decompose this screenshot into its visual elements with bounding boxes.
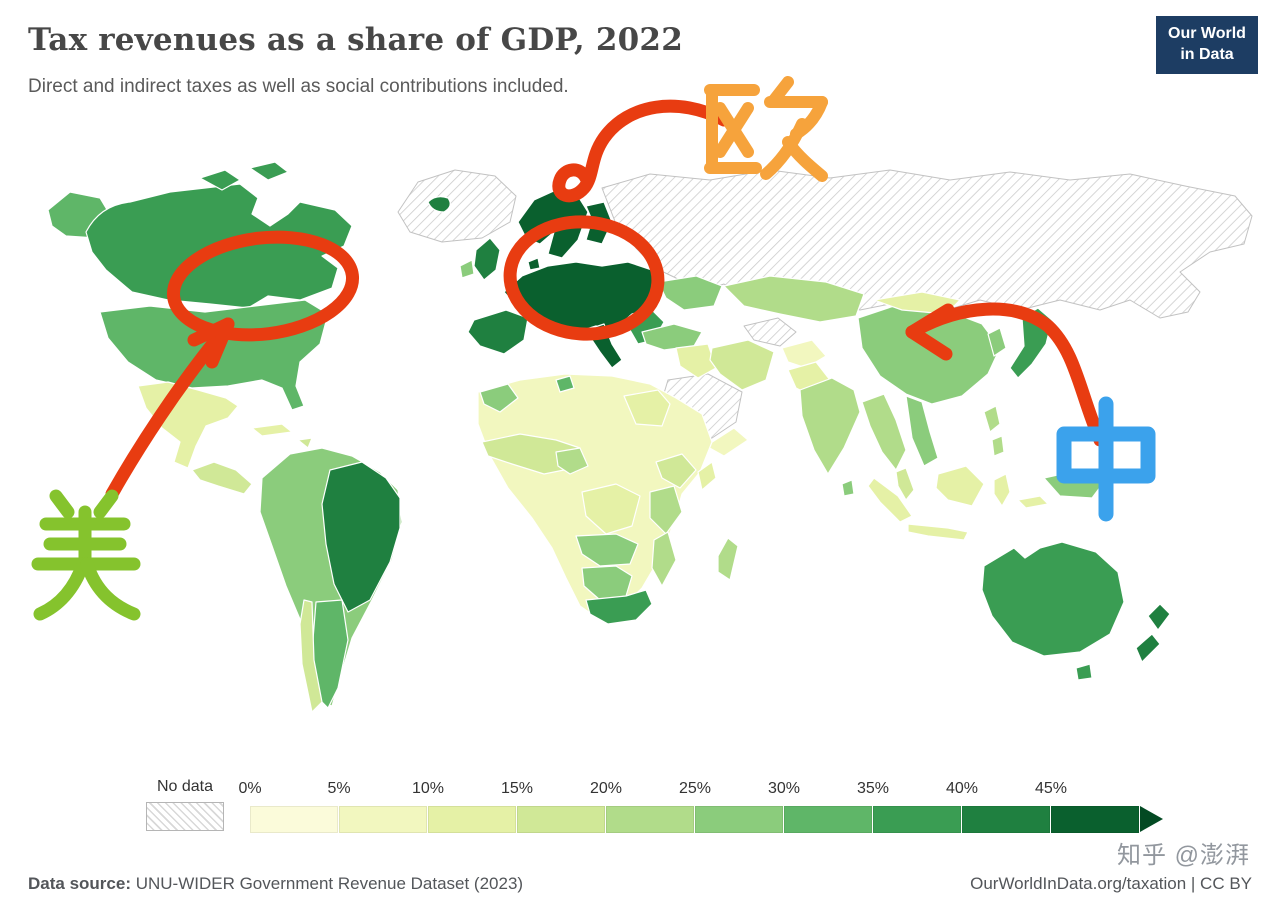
legend-tick-label: 25%: [678, 780, 712, 797]
legend-tick-label: 30%: [767, 780, 801, 797]
minor-islands: [199, 161, 1049, 541]
region-iberia: [467, 309, 529, 355]
legend-bin-4[interactable]: 20%: [590, 780, 695, 833]
region-brazil: [321, 461, 401, 613]
region-nigeria: [555, 447, 589, 475]
annotation-arrowhead-na-2: [205, 317, 235, 369]
legend-tick-label: 20%: [589, 780, 623, 797]
region-somalia: [697, 461, 717, 491]
region-tunisia: [555, 375, 575, 393]
page-subtitle: Direct and indirect taxes as well as soc…: [28, 76, 569, 97]
region-new-zealand-north: [1147, 603, 1171, 631]
annotation-arrow-china: [909, 302, 1107, 447]
legend-tick-label: 35%: [856, 780, 890, 797]
region-angola-zambia: [575, 533, 639, 567]
region-central-america: [191, 461, 253, 495]
region-ethiopia: [655, 453, 697, 489]
logo-line2: in Data: [1180, 45, 1234, 63]
legend-tick-label: 0%: [238, 780, 262, 797]
annotation-arrowhead-cn-2: [905, 325, 953, 361]
region-iraq-syria: [675, 343, 717, 379]
region-central-asia: [723, 275, 865, 323]
legend-bin-7[interactable]: 35%: [857, 780, 962, 833]
legend-tick-label: 10%: [411, 780, 445, 797]
legend-bin-9[interactable]: 45%: [1035, 780, 1140, 833]
legend-arrow-tip: [1140, 806, 1163, 832]
region-myanmar-thailand: [861, 393, 907, 471]
data-source-text: UNU-WIDER Government Revenue Dataset (20…: [130, 874, 524, 893]
annotation-circle-north-america: [166, 230, 360, 342]
legend-tick-label: 40%: [945, 780, 979, 797]
legend-scale: 0% 5% 10% 15% 20% 25% 30% 35% 40% 45%: [238, 778, 1163, 833]
region-india: [799, 377, 861, 475]
map-legend: No data 0% 5% 10% 15% 20% 25% 30% 35% 40…: [0, 778, 1280, 838]
legend-bins: 0% 5% 10% 15% 20% 25% 30% 35% 40% 45%: [238, 780, 1140, 833]
region-egypt: [623, 389, 671, 427]
region-australia: [981, 541, 1125, 657]
hand-drawn-annotations: [105, 99, 1107, 501]
legend-bin-3[interactable]: 15%: [501, 780, 606, 833]
region-uk: [473, 237, 501, 281]
region-korea: [987, 327, 1007, 357]
owid-logo[interactable]: Our World in Data: [1156, 16, 1258, 74]
legend-bin-2[interactable]: 10%: [412, 780, 517, 833]
chart-footer: Data source: UNU-WIDER Government Revenu…: [0, 874, 1280, 894]
legend-tick-label: 5%: [327, 780, 351, 797]
region-greenland: [397, 169, 517, 243]
region-turkmenistan: [743, 317, 797, 347]
legend-bin-0[interactable]: 0%: [238, 780, 339, 833]
region-tasmania: [1075, 663, 1093, 681]
region-oman-yemen: [705, 427, 749, 457]
legend-bin-1[interactable]: 5%: [327, 780, 428, 833]
region-iran: [709, 339, 775, 391]
region-vietnam: [905, 395, 939, 467]
legend-no-data: No data: [146, 778, 224, 831]
data-source: Data source: UNU-WIDER Government Revenu…: [28, 874, 523, 894]
region-east-africa: [649, 485, 683, 535]
annotation-circle-europe: [503, 215, 665, 341]
watermark: 知乎 @澎湃: [1116, 842, 1250, 869]
region-south-africa: [585, 589, 653, 625]
legend-tick-label: 15%: [500, 780, 534, 797]
no-data-label: No data: [156, 778, 214, 795]
annotation-curl-arrow-europe: [552, 99, 731, 203]
region-ireland: [459, 259, 475, 279]
region-malay-peninsula: [895, 467, 915, 501]
page-title: Tax revenues as a share of GDP, 2022: [28, 22, 683, 58]
region-morocco: [479, 383, 519, 413]
cjk-label-cn: [1056, 396, 1156, 522]
legend-bin-8[interactable]: 40%: [946, 780, 1051, 833]
region-ukraine: [657, 275, 723, 311]
legend-bin-5[interactable]: 25%: [679, 780, 784, 833]
cjk-label-us: [31, 489, 141, 621]
region-chile: [299, 599, 323, 713]
region-afghanistan: [781, 339, 827, 369]
region-mozambique: [651, 531, 677, 587]
region-iceland: [427, 196, 451, 213]
credit-link[interactable]: OurWorldInData.org/taxation | CC BY: [970, 874, 1252, 893]
annotation-arrow-north-america: [105, 323, 231, 501]
no-data-swatch[interactable]: [146, 802, 224, 831]
logo-line1: Our World: [1168, 25, 1246, 42]
region-new-zealand-south: [1135, 633, 1161, 663]
cjk-label-eu: [704, 76, 828, 182]
legend-tick-label: 45%: [1034, 780, 1068, 797]
data-source-label: Data source:: [28, 874, 131, 893]
region-madagascar: [717, 537, 739, 581]
legend-bin-6[interactable]: 30%: [768, 780, 873, 833]
region-congo: [581, 483, 641, 535]
